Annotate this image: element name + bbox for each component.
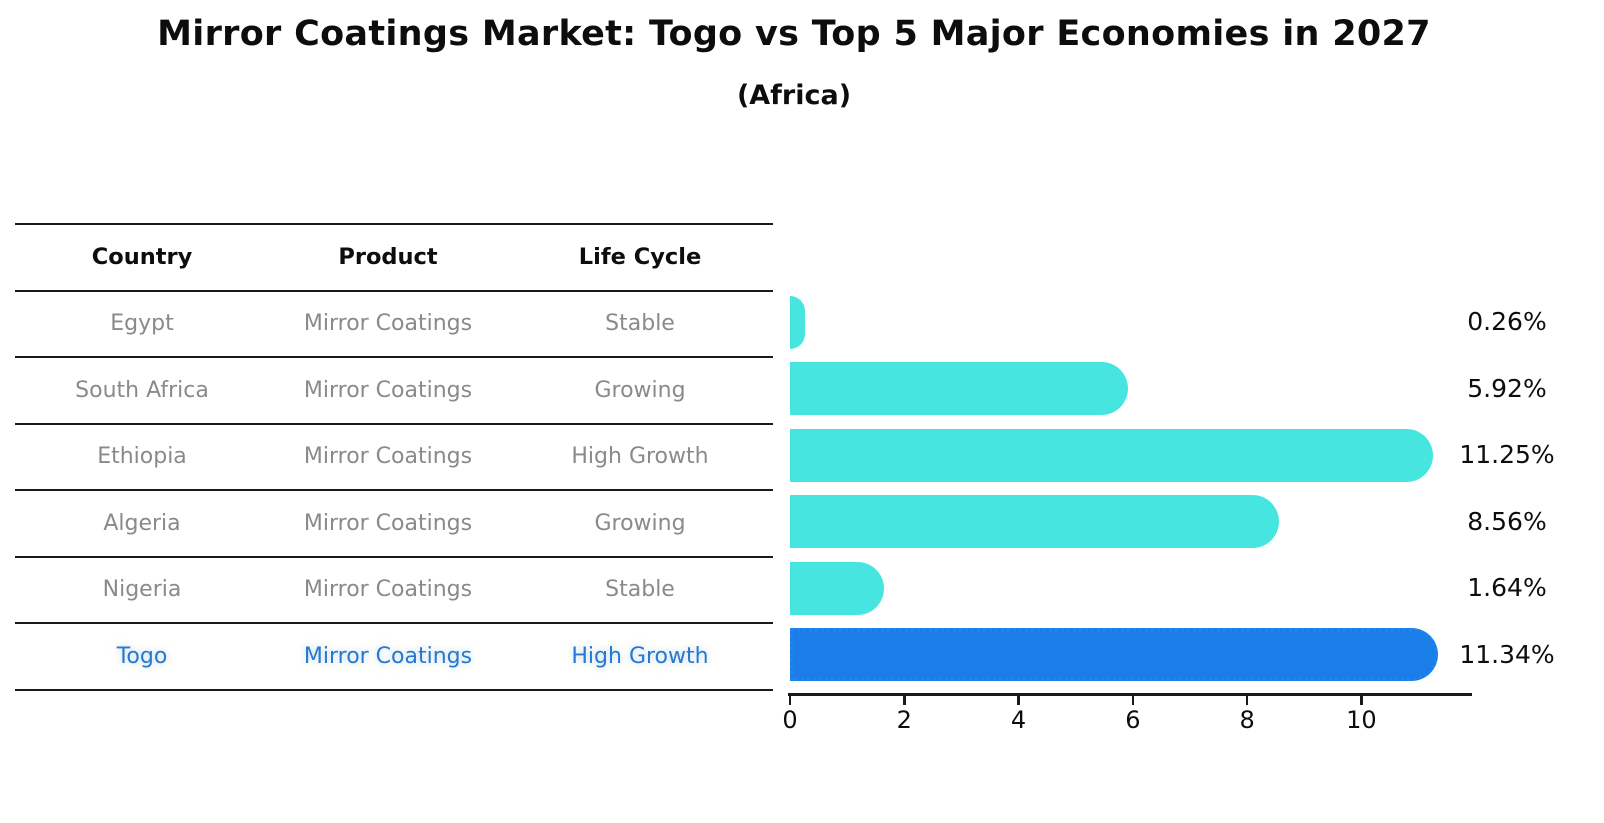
table-cell: South Africa [75,377,209,403]
chart-subtitle: (Africa) [736,80,852,111]
bar-value-label: 11.25% [1459,440,1555,470]
table-cell: Ethiopia [97,444,187,470]
x-axis-tick [1017,695,1020,705]
table-row: Egypt Mirror Coatings Stable [15,292,773,358]
table-cell: Nigeria [102,577,182,603]
bar-togo [790,628,1438,682]
chart-title: Mirror Coatings Market: Togo vs Top 5 Ma… [157,14,1431,54]
bar-value-label: 1.64% [1467,573,1547,603]
bar-algeria [790,495,1280,549]
table-cell: Stable [605,577,675,603]
bar-south-africa [790,362,1129,416]
table-header-row: Country Product Life Cycle [15,225,773,292]
x-axis-tick-label: 0 [782,706,798,734]
x-axis-tick [903,695,906,705]
country-table: Country Product Life Cycle Egypt Mirror Coat… [15,223,773,691]
x-axis-tick-label: 8 [1239,706,1255,734]
table-cell: Stable [605,311,675,337]
table-row: Togo Mirror Coatings High Growth [15,624,773,691]
table-cell: Mirror Coatings [303,377,473,403]
table-cell: Mirror Coatings [303,643,473,669]
bar-egypt [790,295,805,349]
table-cell: Mirror Coatings [303,510,473,536]
table-cell: Algeria [103,510,181,536]
x-axis-tick [1131,695,1135,705]
bar-value-label: 0.26% [1467,307,1547,337]
table-header-cell: Country [91,244,193,271]
x-axis-tick-label: 2 [896,706,912,734]
table-row: Ethiopia Mirror Coatings High Growth [15,425,773,491]
x-axis-tick-label: 4 [1010,706,1027,734]
table-row: Algeria Mirror Coatings Growing [15,491,773,558]
bar-value-label: 8.56% [1467,506,1547,536]
bar-ethiopia [790,428,1433,482]
table-cell: Mirror Coatings [303,311,473,337]
table-cell: Egypt [110,311,174,337]
table-cell: Growing [594,510,686,536]
table-header-cell: Life Cycle [578,244,702,271]
x-axis-tick-label: 6 [1125,706,1141,734]
bar-nigeria [790,561,884,615]
table-cell: Mirror Coatings [303,577,473,603]
table-header-cell: Product [338,244,438,271]
x-axis-tick [1245,695,1249,705]
table-cell: Growing [594,377,686,403]
table-cell: High Growth [571,444,709,470]
table-row: South Africa Mirror Coatings Growing [15,358,773,425]
table-cell: Mirror Coatings [303,444,473,470]
table-row: Nigeria Mirror Coatings Stable [15,558,773,624]
table-cell: High Growth [571,643,709,669]
table-cell: Togo [116,643,168,669]
x-axis-tick [1360,695,1363,705]
x-axis-tick-label: 10 [1346,706,1377,734]
x-axis-line [788,693,1472,696]
x-axis-tick [788,695,792,705]
bar-value-label: 5.92% [1467,373,1547,403]
bar-value-label: 11.34% [1459,639,1555,669]
